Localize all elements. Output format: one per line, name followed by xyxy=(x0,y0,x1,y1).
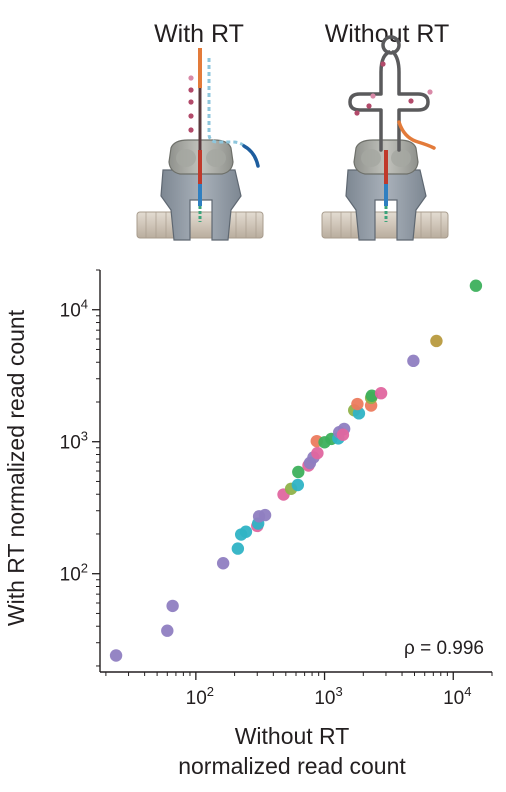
data-point xyxy=(351,397,364,411)
data-point xyxy=(311,446,324,460)
nanopore-left xyxy=(160,169,242,241)
trna-structure xyxy=(348,35,430,152)
x-tick-label: 104 xyxy=(443,684,471,709)
correlation-annotation: ρ = 0.996 xyxy=(404,638,484,659)
data-point xyxy=(216,557,230,570)
y-tick-label: 103 xyxy=(60,429,88,454)
y-tick-label: 102 xyxy=(60,561,88,586)
without-rt-title: Without RT xyxy=(325,20,450,48)
data-point xyxy=(407,354,420,368)
with-rt-title: With RT xyxy=(154,20,244,48)
x-tick-label: 102 xyxy=(186,684,214,709)
data-point xyxy=(166,599,179,613)
scatter-plot: 102 103 104 102 103 104 ρ = 0.996 With RT nor… xyxy=(3,269,493,779)
data-point xyxy=(430,334,443,348)
data-point xyxy=(258,508,272,522)
data-point xyxy=(231,542,245,555)
x-tick-label: 103 xyxy=(314,684,342,709)
data-point xyxy=(292,465,305,479)
data-point xyxy=(336,428,350,441)
y-tick-label: 104 xyxy=(60,297,88,322)
data-point xyxy=(239,525,253,538)
data-point xyxy=(352,407,366,420)
data-point xyxy=(469,279,483,292)
nanopore-right xyxy=(345,169,427,241)
data-point xyxy=(161,624,174,637)
axis-ticks: 102 103 104 102 103 104 xyxy=(60,269,493,709)
data-point xyxy=(109,649,123,662)
with-rt-illustration: With RT xyxy=(136,20,264,241)
data-point xyxy=(374,387,388,400)
data-points xyxy=(109,279,483,662)
x-axis-label-line1: Without RT xyxy=(235,723,350,749)
without-rt-illustration: Without RT xyxy=(321,20,450,241)
y-axis-label: With RT normalized read count xyxy=(3,309,29,626)
data-point xyxy=(291,478,305,492)
x-axis-label-line2: normalized read count xyxy=(178,753,406,779)
